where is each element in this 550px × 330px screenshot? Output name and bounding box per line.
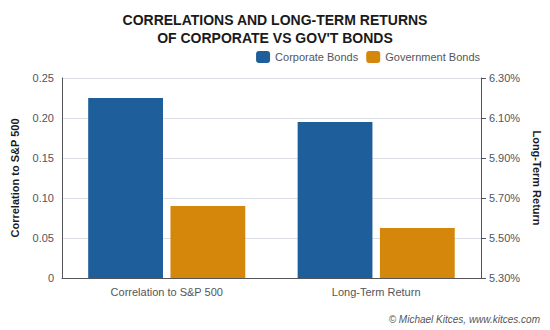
svg-text:5.90%: 5.90% bbox=[489, 152, 520, 164]
svg-text:5.50%: 5.50% bbox=[489, 232, 520, 244]
svg-text:Long-Term Return: Long-Term Return bbox=[531, 130, 543, 225]
svg-text:Government Bonds: Government Bonds bbox=[385, 51, 480, 63]
svg-text:0.20: 0.20 bbox=[33, 112, 54, 124]
svg-text:Corporate Bonds: Corporate Bonds bbox=[275, 51, 359, 63]
svg-text:0.25: 0.25 bbox=[33, 72, 54, 84]
svg-text:CORRELATIONS AND LONG-TERM RET: CORRELATIONS AND LONG-TERM RETURNS bbox=[123, 12, 428, 28]
svg-text:0.05: 0.05 bbox=[33, 232, 54, 244]
svg-text:6.30%: 6.30% bbox=[489, 72, 520, 84]
svg-text:5.30%: 5.30% bbox=[489, 272, 520, 284]
svg-text:Correlation to S&P 500: Correlation to S&P 500 bbox=[9, 119, 21, 238]
svg-text:0.10: 0.10 bbox=[33, 192, 54, 204]
svg-text:Long-Term Return: Long-Term Return bbox=[332, 286, 421, 298]
svg-text:0: 0 bbox=[48, 272, 54, 284]
svg-text:5.70%: 5.70% bbox=[489, 192, 520, 204]
svg-text:OF CORPORATE VS GOV'T BONDS: OF CORPORATE VS GOV'T BONDS bbox=[157, 30, 393, 46]
svg-text:© Michael Kitces, www.kitces.c: © Michael Kitces, www.kitces.com bbox=[389, 314, 540, 325]
svg-text:0.15: 0.15 bbox=[33, 152, 54, 164]
svg-text:6.10%: 6.10% bbox=[489, 112, 520, 124]
svg-text:Correlation to S&P 500: Correlation to S&P 500 bbox=[111, 286, 223, 298]
